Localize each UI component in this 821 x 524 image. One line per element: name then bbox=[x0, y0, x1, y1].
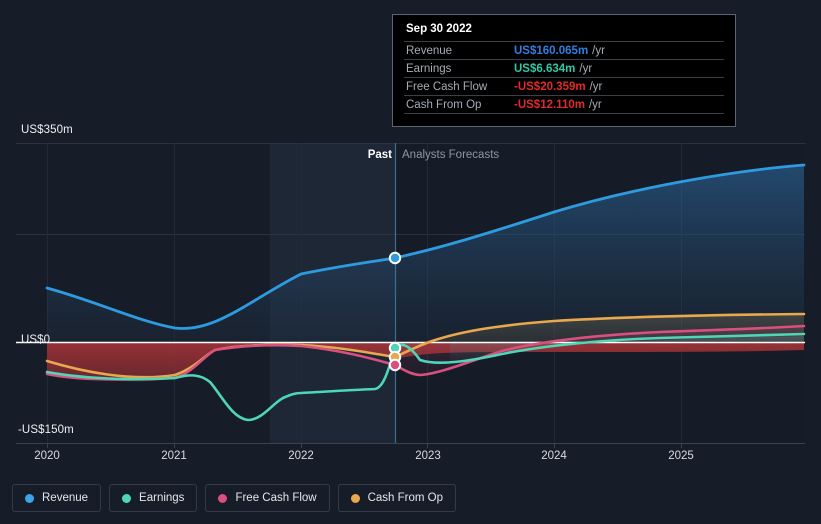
tooltip-value-cash-from-op: -US$12.110m bbox=[514, 98, 585, 111]
tooltip-label-revenue: Revenue bbox=[406, 44, 453, 57]
negative-region-fill bbox=[47, 342, 804, 382]
legend-item-earnings[interactable]: Earnings bbox=[109, 484, 198, 512]
x-axis-label-2023: 2023 bbox=[415, 450, 441, 462]
chart-tooltip: Sep 30 2022 Revenue US$160.065m /yr Earn… bbox=[392, 14, 736, 127]
x-axis-ticks bbox=[47, 443, 682, 448]
tooltip-row-earnings: Earnings US$6.634m /yr bbox=[404, 59, 724, 77]
legend-dot-earnings-icon bbox=[122, 493, 132, 503]
marker-revenue[interactable] bbox=[388, 251, 402, 265]
legend-label-cash-from-op: Cash From Op bbox=[367, 492, 444, 504]
tooltip-row-free-cash-flow: Free Cash Flow -US$20.359m /yr bbox=[404, 77, 724, 95]
y-axis-label-bottom: -US$150m bbox=[18, 424, 74, 436]
marker-free-cash-flow[interactable] bbox=[388, 358, 402, 372]
tooltip-unit-earnings: /yr bbox=[579, 62, 593, 75]
legend-item-cash-from-op[interactable]: Cash From Op bbox=[337, 484, 457, 512]
chart-legend: Revenue Earnings Free Cash Flow Cash Fro… bbox=[12, 484, 457, 512]
tooltip-value-revenue: US$160.065m bbox=[514, 44, 589, 57]
x-axis-label-2024: 2024 bbox=[541, 450, 567, 462]
legend-dot-revenue-icon bbox=[25, 493, 34, 503]
legend-label-revenue: Revenue bbox=[42, 492, 89, 504]
revenue-line bbox=[45, 163, 806, 330]
x-axis-label-2022: 2022 bbox=[288, 450, 314, 462]
x-axis-label-2020: 2020 bbox=[34, 450, 60, 462]
cash-from-op-line bbox=[45, 312, 806, 379]
legend-item-revenue[interactable]: Revenue bbox=[12, 484, 102, 512]
legend-dot-cash-from-op-icon bbox=[350, 493, 360, 503]
legend-dot-free-cash-flow-icon bbox=[218, 493, 228, 503]
revenue-area bbox=[47, 165, 804, 342]
legend-label-free-cash-flow: Free Cash Flow bbox=[235, 492, 317, 504]
tooltip-row-cash-from-op: Cash From Op -US$12.110m /yr bbox=[404, 95, 724, 113]
past-label: Past bbox=[367, 149, 392, 161]
tooltip-label-free-cash-flow: Free Cash Flow bbox=[406, 80, 488, 93]
tooltip-unit-cash-from-op: /yr bbox=[588, 98, 602, 111]
legend-label-earnings: Earnings bbox=[139, 492, 185, 504]
y-axis-label-zero: US$0 bbox=[21, 334, 51, 346]
x-axis-label-2021: 2021 bbox=[161, 450, 187, 462]
tooltip-value-free-cash-flow: -US$20.359m bbox=[514, 80, 586, 93]
tooltip-date: Sep 30 2022 bbox=[406, 23, 472, 35]
legend-item-free-cash-flow[interactable]: Free Cash Flow bbox=[205, 484, 330, 512]
tooltip-bottom-rule bbox=[404, 113, 724, 118]
earnings-line bbox=[45, 332, 806, 422]
tooltip-label-earnings: Earnings bbox=[406, 62, 452, 75]
y-axis-label-top: US$350m bbox=[21, 124, 73, 136]
tooltip-row-revenue: Revenue US$160.065m /yr bbox=[404, 41, 724, 59]
analysts-forecasts-label: Analysts Forecasts bbox=[402, 149, 500, 161]
tooltip-unit-free-cash-flow: /yr bbox=[589, 80, 603, 93]
tooltip-label-cash-from-op: Cash From Op bbox=[406, 98, 482, 111]
tooltip-unit-revenue: /yr bbox=[592, 44, 605, 57]
hover-markers bbox=[388, 251, 402, 372]
tooltip-value-earnings: US$6.634m bbox=[514, 62, 576, 75]
x-axis-label-2025: 2025 bbox=[668, 450, 694, 462]
